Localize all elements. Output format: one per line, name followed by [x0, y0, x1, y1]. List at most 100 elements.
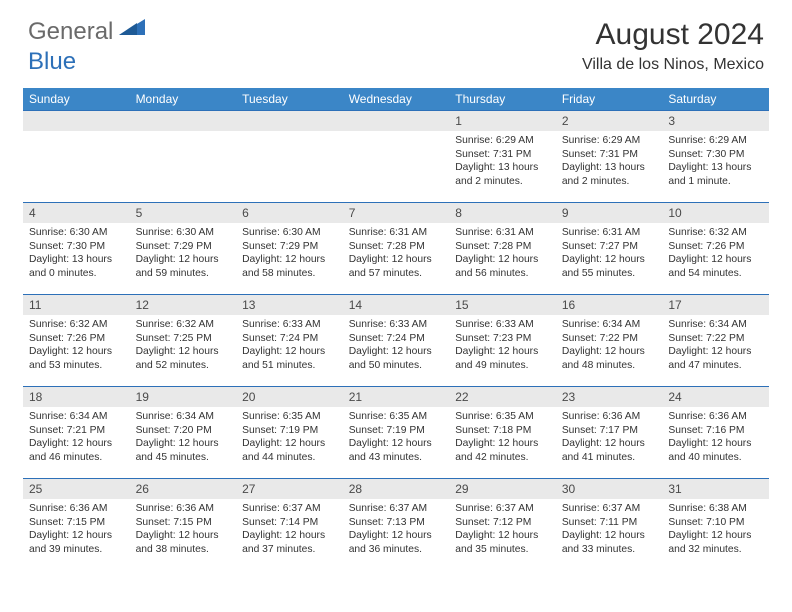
day-body: Sunrise: 6:35 AMSunset: 7:19 PMDaylight:…	[236, 407, 343, 467]
day-cell: 28Sunrise: 6:37 AMSunset: 7:13 PMDayligh…	[343, 479, 450, 571]
day-number: 8	[449, 203, 556, 223]
day-cell: 12Sunrise: 6:32 AMSunset: 7:25 PMDayligh…	[130, 295, 237, 387]
day-cell: 6Sunrise: 6:30 AMSunset: 7:29 PMDaylight…	[236, 203, 343, 295]
day-cell: 29Sunrise: 6:37 AMSunset: 7:12 PMDayligh…	[449, 479, 556, 571]
logo-text-general: General	[28, 18, 113, 46]
daylight-line: Daylight: 12 hours and 54 minutes.	[668, 253, 763, 280]
sunset-line: Sunset: 7:21 PM	[29, 424, 124, 438]
sunset-line: Sunset: 7:18 PM	[455, 424, 550, 438]
day-number	[23, 111, 130, 131]
day-number: 1	[449, 111, 556, 131]
sunrise-line: Sunrise: 6:33 AM	[242, 318, 337, 332]
sunset-line: Sunset: 7:22 PM	[562, 332, 657, 346]
day-cell: 18Sunrise: 6:34 AMSunset: 7:21 PMDayligh…	[23, 387, 130, 479]
day-number: 28	[343, 479, 450, 499]
day-body: Sunrise: 6:30 AMSunset: 7:30 PMDaylight:…	[23, 223, 130, 283]
daylight-line: Daylight: 12 hours and 32 minutes.	[668, 529, 763, 556]
day-number: 11	[23, 295, 130, 315]
sunrise-line: Sunrise: 6:33 AM	[349, 318, 444, 332]
sunset-line: Sunset: 7:30 PM	[668, 148, 763, 162]
logo-text-blue: Blue	[28, 48, 76, 75]
week-row: 18Sunrise: 6:34 AMSunset: 7:21 PMDayligh…	[23, 387, 769, 479]
day-body: Sunrise: 6:32 AMSunset: 7:26 PMDaylight:…	[23, 315, 130, 375]
day-number	[236, 111, 343, 131]
daylight-line: Daylight: 12 hours and 55 minutes.	[562, 253, 657, 280]
day-body: Sunrise: 6:36 AMSunset: 7:15 PMDaylight:…	[130, 499, 237, 559]
daylight-line: Daylight: 12 hours and 46 minutes.	[29, 437, 124, 464]
dow-cell: Thursday	[449, 88, 556, 111]
day-number: 5	[130, 203, 237, 223]
sunset-line: Sunset: 7:26 PM	[668, 240, 763, 254]
day-body: Sunrise: 6:32 AMSunset: 7:26 PMDaylight:…	[662, 223, 769, 283]
day-number	[130, 111, 237, 131]
sunrise-line: Sunrise: 6:37 AM	[242, 502, 337, 516]
day-cell: 14Sunrise: 6:33 AMSunset: 7:24 PMDayligh…	[343, 295, 450, 387]
sunrise-line: Sunrise: 6:34 AM	[668, 318, 763, 332]
day-cell: 24Sunrise: 6:36 AMSunset: 7:16 PMDayligh…	[662, 387, 769, 479]
logo: General	[28, 18, 147, 46]
day-number: 6	[236, 203, 343, 223]
day-cell: 7Sunrise: 6:31 AMSunset: 7:28 PMDaylight…	[343, 203, 450, 295]
sunset-line: Sunset: 7:29 PM	[136, 240, 231, 254]
day-body: Sunrise: 6:37 AMSunset: 7:11 PMDaylight:…	[556, 499, 663, 559]
sunset-line: Sunset: 7:12 PM	[455, 516, 550, 530]
sunrise-line: Sunrise: 6:35 AM	[455, 410, 550, 424]
sunset-line: Sunset: 7:28 PM	[455, 240, 550, 254]
day-body: Sunrise: 6:37 AMSunset: 7:13 PMDaylight:…	[343, 499, 450, 559]
day-cell: 30Sunrise: 6:37 AMSunset: 7:11 PMDayligh…	[556, 479, 663, 571]
day-number: 15	[449, 295, 556, 315]
sunrise-line: Sunrise: 6:36 AM	[136, 502, 231, 516]
day-number: 9	[556, 203, 663, 223]
month-title: August 2024	[582, 18, 764, 52]
sunrise-line: Sunrise: 6:29 AM	[562, 134, 657, 148]
daylight-line: Daylight: 12 hours and 35 minutes.	[455, 529, 550, 556]
dow-cell: Saturday	[662, 88, 769, 111]
daylight-line: Daylight: 12 hours and 57 minutes.	[349, 253, 444, 280]
day-number: 3	[662, 111, 769, 131]
day-number: 31	[662, 479, 769, 499]
day-number: 27	[236, 479, 343, 499]
day-body	[236, 131, 343, 137]
daylight-line: Daylight: 12 hours and 58 minutes.	[242, 253, 337, 280]
day-body: Sunrise: 6:30 AMSunset: 7:29 PMDaylight:…	[236, 223, 343, 283]
sunset-line: Sunset: 7:28 PM	[349, 240, 444, 254]
dow-cell: Wednesday	[343, 88, 450, 111]
day-cell: 10Sunrise: 6:32 AMSunset: 7:26 PMDayligh…	[662, 203, 769, 295]
sunrise-line: Sunrise: 6:33 AM	[455, 318, 550, 332]
calendar-table: SundayMondayTuesdayWednesdayThursdayFrid…	[23, 88, 769, 571]
day-body: Sunrise: 6:35 AMSunset: 7:19 PMDaylight:…	[343, 407, 450, 467]
sunset-line: Sunset: 7:15 PM	[29, 516, 124, 530]
day-cell: 22Sunrise: 6:35 AMSunset: 7:18 PMDayligh…	[449, 387, 556, 479]
sunrise-line: Sunrise: 6:34 AM	[562, 318, 657, 332]
day-number: 14	[343, 295, 450, 315]
sunrise-line: Sunrise: 6:35 AM	[242, 410, 337, 424]
day-body: Sunrise: 6:37 AMSunset: 7:12 PMDaylight:…	[449, 499, 556, 559]
sunset-line: Sunset: 7:31 PM	[455, 148, 550, 162]
day-number: 12	[130, 295, 237, 315]
sunrise-line: Sunrise: 6:32 AM	[668, 226, 763, 240]
day-number	[343, 111, 450, 131]
day-cell: 27Sunrise: 6:37 AMSunset: 7:14 PMDayligh…	[236, 479, 343, 571]
calendar-body: 1 Sunrise: 6:29 AM Sunset: 7:31 PM Daylight…	[23, 111, 769, 571]
day-body: Sunrise: 6:31 AMSunset: 7:27 PMDaylight:…	[556, 223, 663, 283]
day-number: 18	[23, 387, 130, 407]
sunrise-line: Sunrise: 6:35 AM	[349, 410, 444, 424]
day-number: 22	[449, 387, 556, 407]
daylight-line: Daylight: 12 hours and 33 minutes.	[562, 529, 657, 556]
day-number: 4	[23, 203, 130, 223]
day-number: 20	[236, 387, 343, 407]
sunset-line: Sunset: 7:13 PM	[349, 516, 444, 530]
day-cell: 21Sunrise: 6:35 AMSunset: 7:19 PMDayligh…	[343, 387, 450, 479]
day-cell: 15Sunrise: 6:33 AMSunset: 7:23 PMDayligh…	[449, 295, 556, 387]
daylight-line: Daylight: 12 hours and 51 minutes.	[242, 345, 337, 372]
day-cell: 9Sunrise: 6:31 AMSunset: 7:27 PMDaylight…	[556, 203, 663, 295]
sunrise-line: Sunrise: 6:30 AM	[29, 226, 124, 240]
sunset-line: Sunset: 7:29 PM	[242, 240, 337, 254]
day-cell: 17Sunrise: 6:34 AMSunset: 7:22 PMDayligh…	[662, 295, 769, 387]
daylight-line: Daylight: 12 hours and 37 minutes.	[242, 529, 337, 556]
day-body: Sunrise: 6:31 AMSunset: 7:28 PMDaylight:…	[343, 223, 450, 283]
day-body	[130, 131, 237, 137]
day-body: Sunrise: 6:36 AMSunset: 7:15 PMDaylight:…	[23, 499, 130, 559]
day-number: 7	[343, 203, 450, 223]
sunset-line: Sunset: 7:10 PM	[668, 516, 763, 530]
